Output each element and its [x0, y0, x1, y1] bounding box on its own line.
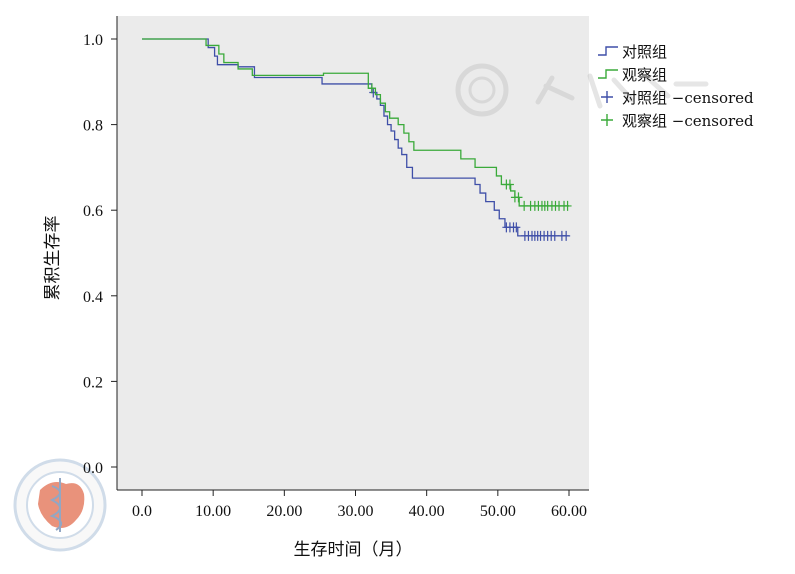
- series-line-observation: [142, 38, 569, 207]
- censor-mark: [512, 222, 521, 233]
- y-tick-label: 0.0: [83, 460, 103, 477]
- x-tick-label: 60.00: [551, 503, 587, 520]
- censor-mark: [562, 230, 571, 241]
- publisher-watermark: [455, 63, 709, 117]
- x-tick-label: 50.00: [480, 503, 516, 520]
- x-axis-ticks: 0.0 10.00 20.00 30.00 40.00 50.00 60.00: [132, 490, 587, 520]
- survival-curves: [142, 38, 572, 241]
- legend-label: 观察组 −censored: [622, 112, 754, 130]
- y-tick-label: 0.6: [83, 203, 103, 220]
- censor-mark: [514, 192, 523, 203]
- x-tick-label: 40.00: [409, 503, 445, 520]
- legend-label: 观察组: [622, 66, 667, 84]
- y-tick-label: 0.2: [83, 374, 103, 391]
- x-axis-title: 生存时间（月）: [294, 540, 413, 560]
- chinese-medical-association-logo: [13, 458, 107, 552]
- legend-label: 对照组: [622, 43, 667, 61]
- x-tick-label: 10.00: [195, 503, 231, 520]
- censor-mark: [550, 230, 559, 241]
- x-tick-label: 0.0: [132, 503, 152, 520]
- y-tick-label: 1.0: [83, 32, 103, 49]
- y-tick-label: 0.8: [83, 118, 103, 135]
- legend-censor-swatch: [601, 91, 613, 103]
- x-tick-label: 30.00: [338, 503, 374, 520]
- series-line-control: [142, 38, 569, 237]
- plot-background: [117, 16, 589, 490]
- censor-mark: [563, 200, 572, 211]
- censor-mark: [367, 83, 376, 94]
- censor-mark: [505, 179, 514, 190]
- legend-line-swatch: [598, 69, 618, 79]
- y-axis-ticks: 0.0 0.2 0.4 0.6 0.8 1.0: [83, 32, 117, 477]
- x-tick-label: 20.00: [266, 503, 302, 520]
- legend-label: 对照组 −censored: [622, 89, 754, 107]
- y-tick-label: 0.4: [83, 289, 103, 306]
- y-axis-title: 累积生存率: [43, 216, 63, 301]
- legend-censor-swatch: [601, 114, 613, 126]
- legend-line-swatch: [598, 46, 618, 56]
